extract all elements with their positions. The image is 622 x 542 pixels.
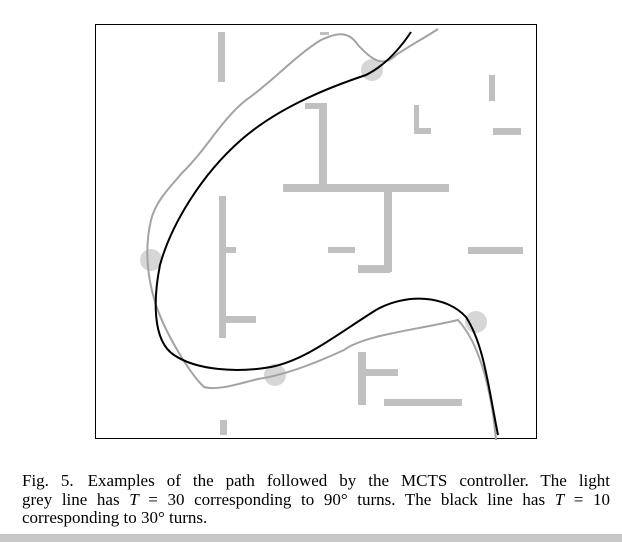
wall	[414, 128, 431, 134]
wall	[219, 196, 226, 338]
light-grey-path	[146, 28, 497, 440]
wall	[358, 352, 366, 405]
waypoint	[465, 311, 487, 333]
caption-text: = 10	[564, 489, 610, 509]
wall	[320, 32, 329, 35]
figure-caption: Fig. 5. Examples of the path followed by …	[22, 471, 610, 528]
wall	[319, 103, 327, 186]
wall	[283, 184, 449, 192]
wall	[219, 247, 236, 253]
wall	[305, 103, 326, 109]
wall	[468, 247, 523, 254]
caption-line-2: grey line has T = 30 corresponding to 90…	[22, 489, 610, 510]
math-variable: T	[554, 489, 565, 509]
waypoint	[361, 59, 383, 81]
figure-label: Fig. 5.	[22, 471, 74, 490]
wall	[220, 420, 227, 435]
caption-text: Examples of the path followed by the MCT…	[87, 471, 610, 490]
wall	[218, 32, 225, 82]
wall	[358, 265, 390, 273]
wall	[384, 399, 462, 406]
caption-line-3: corresponding to 30° turns.	[22, 508, 208, 527]
figure-panel	[95, 24, 537, 440]
wall	[358, 369, 398, 376]
caption-text: grey line has	[22, 489, 130, 509]
obstacle-walls	[218, 32, 523, 435]
waypoint	[140, 249, 162, 271]
black-path	[154, 31, 499, 436]
wall	[414, 105, 419, 133]
bottom-scroll-strip	[0, 534, 622, 542]
wall	[328, 247, 355, 253]
caption-text: = 30 corresponding to 90° turns. The bla…	[138, 489, 555, 509]
wall	[384, 187, 392, 272]
path-map	[140, 28, 523, 440]
wall	[489, 75, 495, 101]
wall	[219, 316, 256, 323]
caption-line-1: Fig. 5. Examples of the path followed by …	[22, 471, 610, 491]
wall	[493, 128, 521, 135]
math-variable: T	[129, 489, 139, 509]
